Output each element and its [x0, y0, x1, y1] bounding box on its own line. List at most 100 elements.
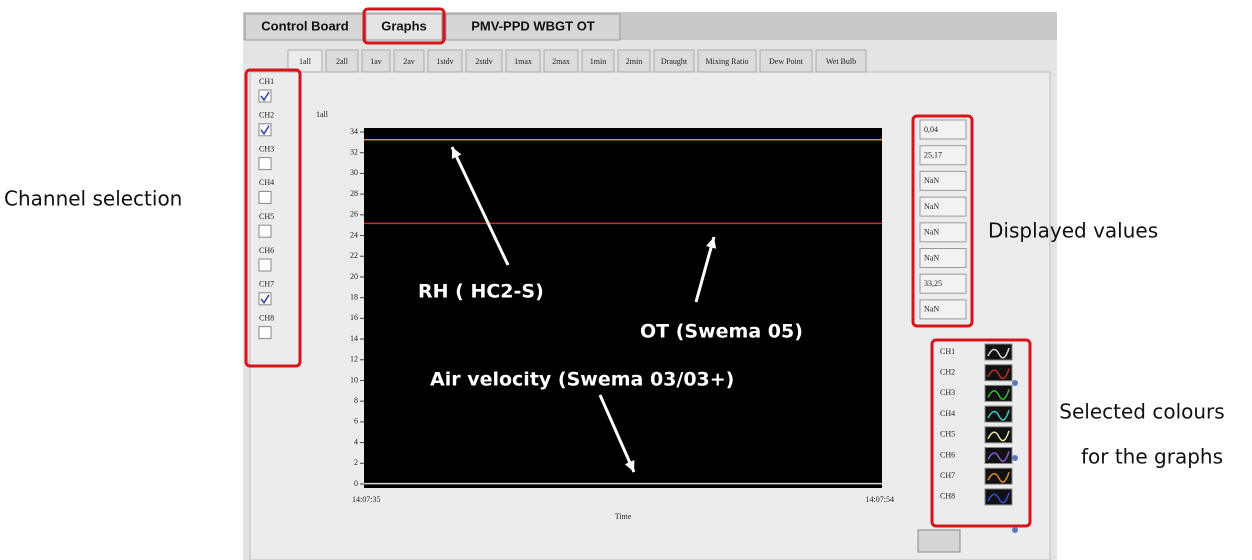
sub-tab[interactable] [287, 49, 323, 73]
annotation: Selected colours [1059, 400, 1224, 424]
y-tick-label: 34 [350, 127, 358, 136]
tab-label[interactable]: Control Board [261, 18, 348, 33]
value-box [919, 119, 967, 140]
value-box [919, 299, 967, 320]
y-tick-label: 22 [350, 251, 358, 260]
tab[interactable] [445, 13, 621, 41]
sub-tab-label[interactable]: 2av [403, 57, 415, 66]
sub-tab-label[interactable]: 2all [336, 57, 349, 66]
sub-tab-label[interactable]: 1stdv [436, 57, 453, 66]
legend-wave [987, 347, 1010, 359]
highlight-box [362, 7, 446, 45]
y-tick-label: 32 [350, 148, 358, 157]
channel-label: CH4 [259, 178, 274, 187]
value-text: NaN [924, 176, 939, 185]
legend-wave [987, 368, 1010, 380]
checkbox[interactable] [258, 157, 272, 171]
tab-label[interactable]: PMV-PPD WBGT OT [471, 18, 595, 33]
sub-tab[interactable] [427, 49, 463, 73]
checkbox[interactable] [258, 190, 272, 204]
sub-tab[interactable] [543, 49, 579, 73]
sub-tab[interactable] [505, 49, 541, 73]
y-tick-label: 18 [350, 292, 358, 301]
legend-wave [987, 430, 1010, 442]
sub-tab[interactable] [325, 49, 359, 73]
sub-tab-label[interactable]: 1all [299, 57, 312, 66]
sub-tab[interactable] [697, 49, 757, 73]
sub-tab-label[interactable]: 1av [370, 57, 382, 66]
arrow-head [624, 460, 635, 472]
legend-label: CH8 [940, 492, 955, 501]
highlight-box [244, 68, 302, 368]
sub-tab-label[interactable]: 1max [514, 57, 532, 66]
value-box [919, 170, 967, 191]
y-tick-label: 16 [350, 313, 358, 322]
checkbox[interactable] [258, 292, 272, 306]
sub-tab[interactable] [617, 49, 651, 73]
sub-tab[interactable] [815, 49, 867, 73]
value-box [919, 196, 967, 217]
annotation: Channel selection [4, 187, 182, 211]
arrow-head [451, 147, 462, 159]
sub-tab[interactable] [653, 49, 695, 73]
tab-label[interactable]: Graphs [381, 18, 427, 33]
y-tick-label: 0 [354, 479, 358, 488]
tool-button[interactable] [917, 529, 961, 553]
value-text: NaN [924, 253, 939, 262]
channel-label: CH5 [259, 212, 274, 221]
y-tick-label: 6 [354, 417, 358, 426]
checkbox[interactable] [258, 326, 272, 340]
y-tick-label: 26 [350, 210, 358, 219]
y-tick-label: 8 [354, 396, 358, 405]
sub-tab-label[interactable]: Wet Bulb [826, 57, 856, 66]
checkmark [260, 294, 270, 305]
sub-tab[interactable] [581, 49, 615, 73]
tab[interactable] [365, 13, 443, 41]
checkbox[interactable] [258, 89, 272, 103]
sub-tab[interactable] [759, 49, 813, 73]
checkbox[interactable] [258, 258, 272, 272]
y-tick-label: 24 [350, 230, 358, 239]
sub-tab-label[interactable]: 2max [552, 57, 570, 66]
checkmark [260, 125, 270, 136]
legend-label: CH1 [940, 347, 955, 356]
checkmark [260, 91, 270, 102]
marker-dot [1012, 455, 1018, 461]
sub-tab-label[interactable]: Draught [661, 57, 688, 66]
annotation: Displayed values [988, 219, 1158, 243]
sub-tab[interactable] [465, 49, 503, 73]
sub-tab-label[interactable]: Dew Point [769, 57, 804, 66]
sub-tab-label[interactable]: 1min [590, 57, 606, 66]
y-tick-label: 20 [350, 272, 358, 281]
value-text: NaN [924, 228, 939, 237]
legend-wave [987, 471, 1010, 483]
checkbox[interactable] [258, 123, 272, 137]
channel-label: CH2 [259, 111, 274, 120]
graph-title: 1all [316, 110, 329, 119]
plot-area [364, 128, 882, 488]
y-tick-label: 4 [354, 437, 358, 446]
legend-wave [987, 451, 1010, 463]
arrow-shaft [598, 394, 636, 473]
value-text: 33,25 [924, 279, 942, 288]
arrow-head [706, 237, 717, 249]
sub-tab[interactable] [393, 49, 425, 73]
value-box [919, 145, 967, 166]
sub-tab-label[interactable]: 2stdv [475, 57, 492, 66]
value-box [919, 248, 967, 268]
legend-label: CH6 [940, 450, 955, 459]
sub-tab-label[interactable]: Mixing Ratio [706, 57, 749, 66]
legend-wave [987, 409, 1010, 421]
channel-label: CH3 [259, 144, 274, 153]
sub-tab[interactable] [361, 49, 391, 73]
arrow-shaft [694, 236, 716, 303]
x-axis-label: Time [615, 512, 632, 521]
value-text: NaN [924, 202, 939, 211]
y-tick-label: 14 [350, 334, 358, 343]
checkbox[interactable] [258, 224, 272, 238]
sub-tab-label[interactable]: 2min [626, 57, 642, 66]
legend-label: CH5 [940, 430, 955, 439]
marker-dot [1012, 380, 1018, 386]
y-tick-label: 30 [350, 168, 358, 177]
